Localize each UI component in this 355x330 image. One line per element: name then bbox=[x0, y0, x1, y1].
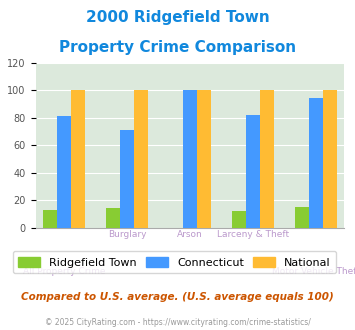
Bar bbox=[309, 98, 323, 228]
Bar bbox=[260, 90, 274, 228]
Bar bbox=[71, 90, 84, 228]
Bar bbox=[183, 90, 197, 228]
Bar bbox=[106, 209, 120, 228]
Text: Compared to U.S. average. (U.S. average equals 100): Compared to U.S. average. (U.S. average … bbox=[21, 292, 334, 302]
Bar bbox=[57, 116, 71, 228]
Bar bbox=[197, 90, 211, 228]
Bar bbox=[232, 211, 246, 228]
Bar bbox=[43, 210, 57, 228]
Bar bbox=[134, 90, 148, 228]
Legend: Ridgefield Town, Connecticut, National: Ridgefield Town, Connecticut, National bbox=[13, 251, 336, 273]
Text: 2000 Ridgefield Town: 2000 Ridgefield Town bbox=[86, 10, 269, 25]
Bar bbox=[246, 115, 260, 228]
Text: © 2025 CityRating.com - https://www.cityrating.com/crime-statistics/: © 2025 CityRating.com - https://www.city… bbox=[45, 318, 310, 327]
Text: Motor Vehicle Theft: Motor Vehicle Theft bbox=[272, 267, 355, 276]
Bar bbox=[295, 207, 309, 228]
Bar bbox=[120, 130, 134, 228]
Text: Property Crime Comparison: Property Crime Comparison bbox=[59, 40, 296, 54]
Bar bbox=[323, 90, 337, 228]
Text: All Property Crime: All Property Crime bbox=[23, 267, 105, 276]
